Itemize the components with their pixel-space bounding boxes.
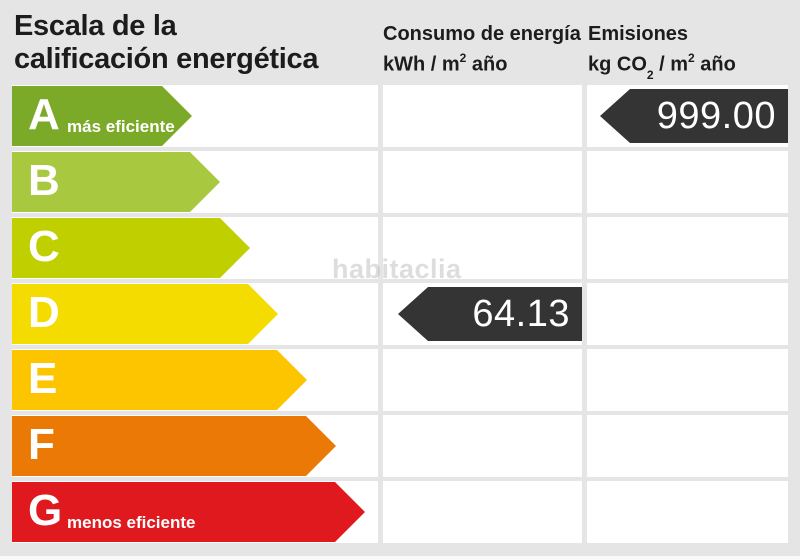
rating-row-g: G menos eficiente [0,481,800,543]
consumption-cell: 64.13 [383,283,582,345]
scale-cell: A más eficiente [12,85,378,147]
consumption-header-unit: kWh / m2 año [383,51,508,76]
rating-letter: B [28,156,60,205]
rating-letter: A [28,90,60,139]
column-header-emissions: Emisiones kg CO2 / m2 año [588,22,736,85]
consumption-value: 64.13 [472,292,570,335]
page-title-line1: Escala de la [14,10,177,42]
rating-arrow-b: B [12,152,220,212]
rating-row-d: D 64.13 [0,283,800,345]
consumption-cell [383,85,582,147]
scale-cell: B [12,151,378,213]
emissions-cell: 999.00 [587,85,788,147]
rating-arrow-f: F [12,416,336,476]
rating-row-b: B [0,151,800,213]
rating-letter: E [28,354,58,403]
column-header-consumption: Consumo de energía kWh / m2 año [383,22,581,78]
consumption-header-name: Consumo de energía [383,23,581,45]
emissions-cell [587,151,788,213]
consumption-cell [383,151,582,213]
page-title-line2: calificación energética [14,43,319,75]
rating-arrow-e: E [12,350,307,410]
rating-row-e: E [0,349,800,411]
scale-cell: D [12,283,378,345]
consumption-value-arrow: 64.13 [398,287,582,341]
rating-letter: C [28,222,60,271]
rating-annotation: menos eficiente [67,513,196,532]
consumption-cell [383,217,582,279]
emissions-value: 999.00 [656,94,776,137]
emissions-cell [587,283,788,345]
emissions-header-name: Emisiones [588,23,689,45]
scale-cell: C [12,217,378,279]
emissions-cell [587,481,788,543]
consumption-cell [383,349,582,411]
rating-arrow-d: D [12,284,278,344]
page-title: Escala de la calificación energética [14,10,318,76]
rating-row-f: F [0,415,800,477]
scale-cell: F [12,415,378,477]
emissions-cell [587,217,788,279]
rating-arrow-a: A más eficiente [12,86,192,146]
consumption-cell [383,415,582,477]
rating-arrow-c: C [12,218,250,278]
emissions-cell [587,415,788,477]
rating-letter: D [28,288,60,337]
emissions-header-unit: kg CO2 / m2 año [588,51,736,82]
emissions-value-arrow: 999.00 [600,89,788,143]
scale-cell: E [12,349,378,411]
bottom-edge-strip [0,556,800,560]
consumption-cell [383,481,582,543]
rating-row-a: A más eficiente 999.00 [0,85,800,147]
rating-annotation: más eficiente [67,117,175,136]
rating-arrow-g: G menos eficiente [12,482,365,542]
rating-row-c: C [0,217,800,279]
emissions-cell [587,349,788,411]
rating-letter: G [28,486,63,535]
rating-letter: F [28,420,55,469]
scale-cell: G menos eficiente [12,481,378,543]
